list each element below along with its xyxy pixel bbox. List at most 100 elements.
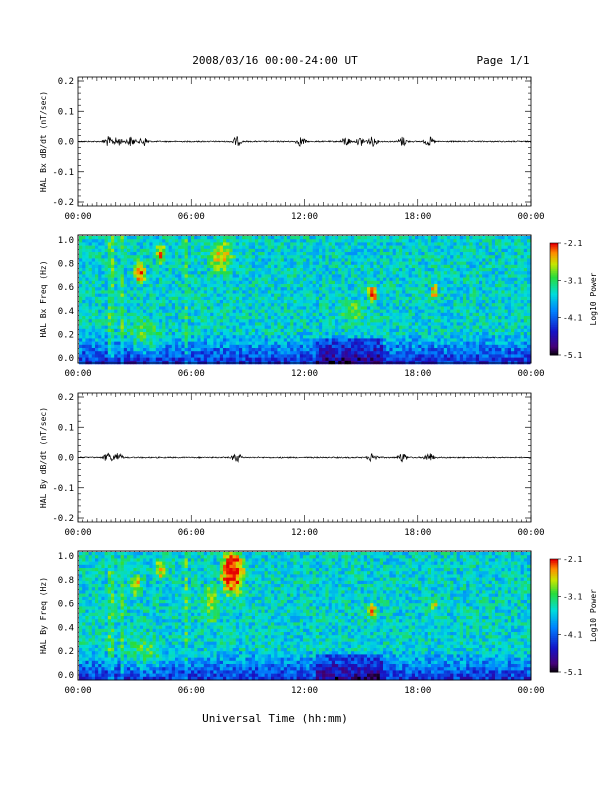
x-tick-label: 00:00 xyxy=(517,686,544,696)
colorbar-swatch xyxy=(550,243,558,246)
colorbar-swatch xyxy=(550,287,558,291)
colorbar-swatch xyxy=(550,267,558,270)
colorbar-swatch xyxy=(550,313,558,317)
y-tick-label: 0.1 xyxy=(58,423,74,433)
x-tick-label: 06:00 xyxy=(178,686,205,696)
colorbar-swatch xyxy=(550,317,558,321)
y-tick-label: 0.0 xyxy=(58,454,74,464)
colorbar-tick-label: -4.1 xyxy=(563,630,582,639)
colorbar-swatch xyxy=(550,638,558,641)
colorbar-tick-label: -5.1 xyxy=(563,668,582,677)
colorbar-swatch xyxy=(550,321,558,324)
y-tick-label: 0.2 xyxy=(58,647,74,657)
colorbar-swatch xyxy=(550,351,558,354)
colorbar-swatch xyxy=(550,602,558,605)
colorbar-swatch xyxy=(550,336,558,339)
colorbar-swatch xyxy=(550,574,558,577)
colorbar-swatch xyxy=(550,647,558,650)
x-tick-label: 18:00 xyxy=(404,212,431,222)
colorbar-swatch xyxy=(550,568,558,571)
colorbar-swatch xyxy=(550,613,558,616)
colorbar-swatch xyxy=(550,662,558,665)
colorbar-swatch xyxy=(550,248,558,251)
colorbar-swatch xyxy=(550,254,558,257)
y-tick-label: 0.0 xyxy=(58,671,74,681)
x-tick-label: 12:00 xyxy=(291,212,318,222)
colorbar-swatch xyxy=(550,291,558,294)
colorbar-swatch xyxy=(550,271,558,274)
colorbar-swatch xyxy=(550,651,558,654)
plot-frame xyxy=(77,550,532,681)
figure-title: 2008/03/16 00:00-24:00 UT xyxy=(192,54,358,67)
colorbar-swatch xyxy=(550,315,558,319)
colorbar-swatch xyxy=(550,278,558,281)
y-axis-label: HAL By dB/dt (nT/sec) xyxy=(39,407,48,508)
y-tick-label: 0.2 xyxy=(58,330,74,340)
colorbar-swatch xyxy=(550,252,558,255)
colorbar-swatch xyxy=(550,263,558,266)
y-axis-label: HAL Bx Freq (Hz) xyxy=(39,260,48,337)
y-tick-label: 1.0 xyxy=(58,552,74,562)
colorbar-swatch xyxy=(550,308,558,311)
y-tick-label: 1.0 xyxy=(58,236,74,246)
colorbar-swatch xyxy=(550,666,558,669)
colorbar-swatch xyxy=(550,293,558,296)
colorbar-swatch xyxy=(550,306,558,309)
y-tick-label: 0.4 xyxy=(58,307,74,317)
colorbar-frame xyxy=(549,558,559,673)
colorbar: -2.1 -3.1 -4.1 -5.1 Log10 Power xyxy=(549,239,598,360)
panel-3: 00:00 06:00 12:00 18:00 00:00 0.2 0.1 0.0 -0.1 -0… xyxy=(39,392,545,538)
x-tick-label: 18:00 xyxy=(404,528,431,538)
x-axis-title: Universal Time (hh:mm) xyxy=(202,712,348,725)
spectrogram xyxy=(79,236,531,365)
panel-1: 00:00 06:00 12:00 18:00 00:00 0.2 0.1 0.0 -0.1 -0… xyxy=(39,76,545,222)
colorbar-swatch xyxy=(550,347,558,350)
colorbar-swatch xyxy=(550,284,558,287)
colorbar-swatch xyxy=(550,615,558,618)
colorbar-swatch xyxy=(550,276,558,279)
colorbar-swatch xyxy=(550,658,558,662)
colorbar-swatch xyxy=(550,312,558,315)
colorbar-swatch xyxy=(550,340,558,343)
colorbar-swatch xyxy=(550,272,558,276)
colorbar-swatch xyxy=(550,577,558,581)
colorbar-swatch xyxy=(550,246,558,250)
colorbar-swatch xyxy=(550,256,558,259)
y-tick-label: -0.2 xyxy=(52,514,74,524)
colorbar-swatch xyxy=(550,624,558,628)
colorbar-swatch xyxy=(550,640,558,643)
colorbar-swatch xyxy=(550,641,558,645)
colorbar-swatch xyxy=(550,643,558,647)
x-tick-label: 00:00 xyxy=(64,686,91,696)
spectrogram xyxy=(79,552,531,681)
colorbar-swatch xyxy=(550,257,558,261)
colorbar-swatch xyxy=(550,282,558,285)
colorbar-swatch xyxy=(550,564,558,567)
y-tick-label: 0.8 xyxy=(58,576,74,586)
colorbar-swatch xyxy=(550,280,558,283)
colorbar-swatch xyxy=(550,581,558,584)
x-tick-label: 12:00 xyxy=(291,369,318,379)
colorbar-swatch xyxy=(550,594,558,598)
colorbar-swatch xyxy=(550,338,558,341)
y-tick-label: -0.1 xyxy=(52,484,74,494)
y-tick-label: 0.2 xyxy=(58,393,74,403)
x-tick-label: 00:00 xyxy=(64,369,91,379)
colorbar-swatch xyxy=(550,664,558,667)
colorbar-swatch xyxy=(550,587,558,590)
x-tick-label: 06:00 xyxy=(178,528,205,538)
colorbar-swatch xyxy=(550,295,558,298)
panel-4: 00:00 06:00 12:00 18:00 00:00 1.0 0.8 0.6 0.4 0.2… xyxy=(39,550,598,696)
colorbar-label: Log10 Power xyxy=(589,589,598,642)
colorbar-swatch xyxy=(550,244,558,248)
colorbar-swatch xyxy=(550,583,558,586)
colorbar-swatch xyxy=(550,668,558,671)
colorbar-swatch xyxy=(550,606,558,609)
x-tick-label: 00:00 xyxy=(64,212,91,222)
colorbar-tick-label: -5.1 xyxy=(563,351,582,360)
colorbar-swatch xyxy=(550,304,558,307)
y-tick-label: 0.4 xyxy=(58,623,74,633)
dbdt-trace xyxy=(77,136,532,147)
colorbar-swatch xyxy=(550,604,558,607)
